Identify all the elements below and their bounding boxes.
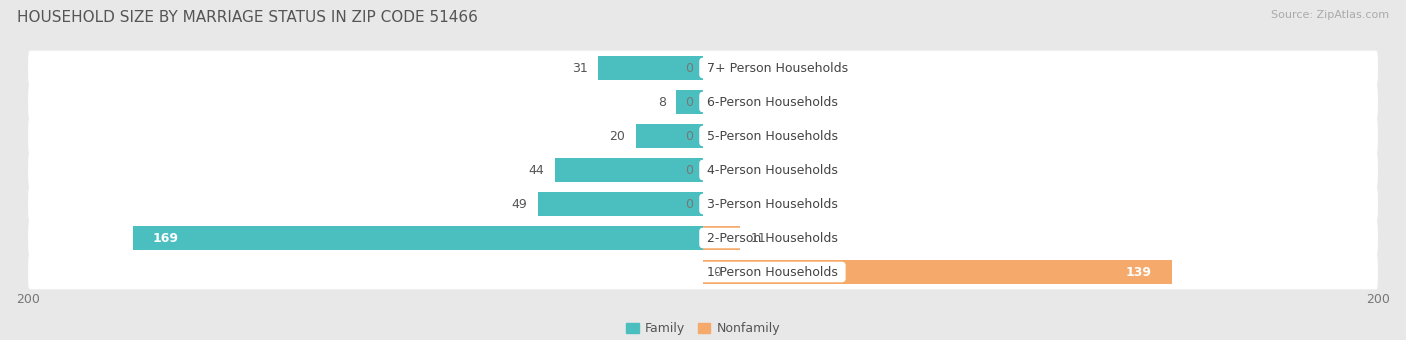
Text: 4-Person Households: 4-Person Households xyxy=(703,164,842,176)
Text: 0: 0 xyxy=(685,96,693,108)
Bar xyxy=(537,192,703,216)
Text: 7+ Person Households: 7+ Person Households xyxy=(703,62,852,74)
Text: 44: 44 xyxy=(529,164,544,176)
Text: 8: 8 xyxy=(658,96,666,108)
FancyBboxPatch shape xyxy=(28,51,1378,85)
Text: 6-Person Households: 6-Person Households xyxy=(703,96,842,108)
Bar xyxy=(703,226,740,250)
Text: 11: 11 xyxy=(751,232,766,244)
FancyBboxPatch shape xyxy=(28,85,1378,119)
Bar xyxy=(676,90,703,114)
Bar xyxy=(554,158,703,182)
Text: 169: 169 xyxy=(153,232,179,244)
FancyBboxPatch shape xyxy=(28,187,1378,221)
Text: 0: 0 xyxy=(685,62,693,74)
Text: 49: 49 xyxy=(512,198,527,210)
Text: 20: 20 xyxy=(610,130,626,142)
FancyBboxPatch shape xyxy=(28,119,1378,153)
Text: 139: 139 xyxy=(1126,266,1152,278)
Text: Source: ZipAtlas.com: Source: ZipAtlas.com xyxy=(1271,10,1389,20)
Text: 5-Person Households: 5-Person Households xyxy=(703,130,842,142)
Bar xyxy=(132,226,703,250)
Text: 0: 0 xyxy=(685,130,693,142)
Bar xyxy=(703,260,1173,284)
Text: 1-Person Households: 1-Person Households xyxy=(703,266,842,278)
Legend: Family, Nonfamily: Family, Nonfamily xyxy=(626,322,780,335)
Text: 0: 0 xyxy=(685,198,693,210)
Text: 2-Person Households: 2-Person Households xyxy=(703,232,842,244)
FancyBboxPatch shape xyxy=(28,221,1378,255)
Text: 3-Person Households: 3-Person Households xyxy=(703,198,842,210)
Text: HOUSEHOLD SIZE BY MARRIAGE STATUS IN ZIP CODE 51466: HOUSEHOLD SIZE BY MARRIAGE STATUS IN ZIP… xyxy=(17,10,478,25)
Text: 31: 31 xyxy=(572,62,588,74)
Text: 0: 0 xyxy=(685,164,693,176)
FancyBboxPatch shape xyxy=(28,153,1378,187)
Text: 0: 0 xyxy=(713,266,721,278)
Bar xyxy=(636,124,703,148)
Bar xyxy=(599,56,703,80)
FancyBboxPatch shape xyxy=(28,255,1378,289)
